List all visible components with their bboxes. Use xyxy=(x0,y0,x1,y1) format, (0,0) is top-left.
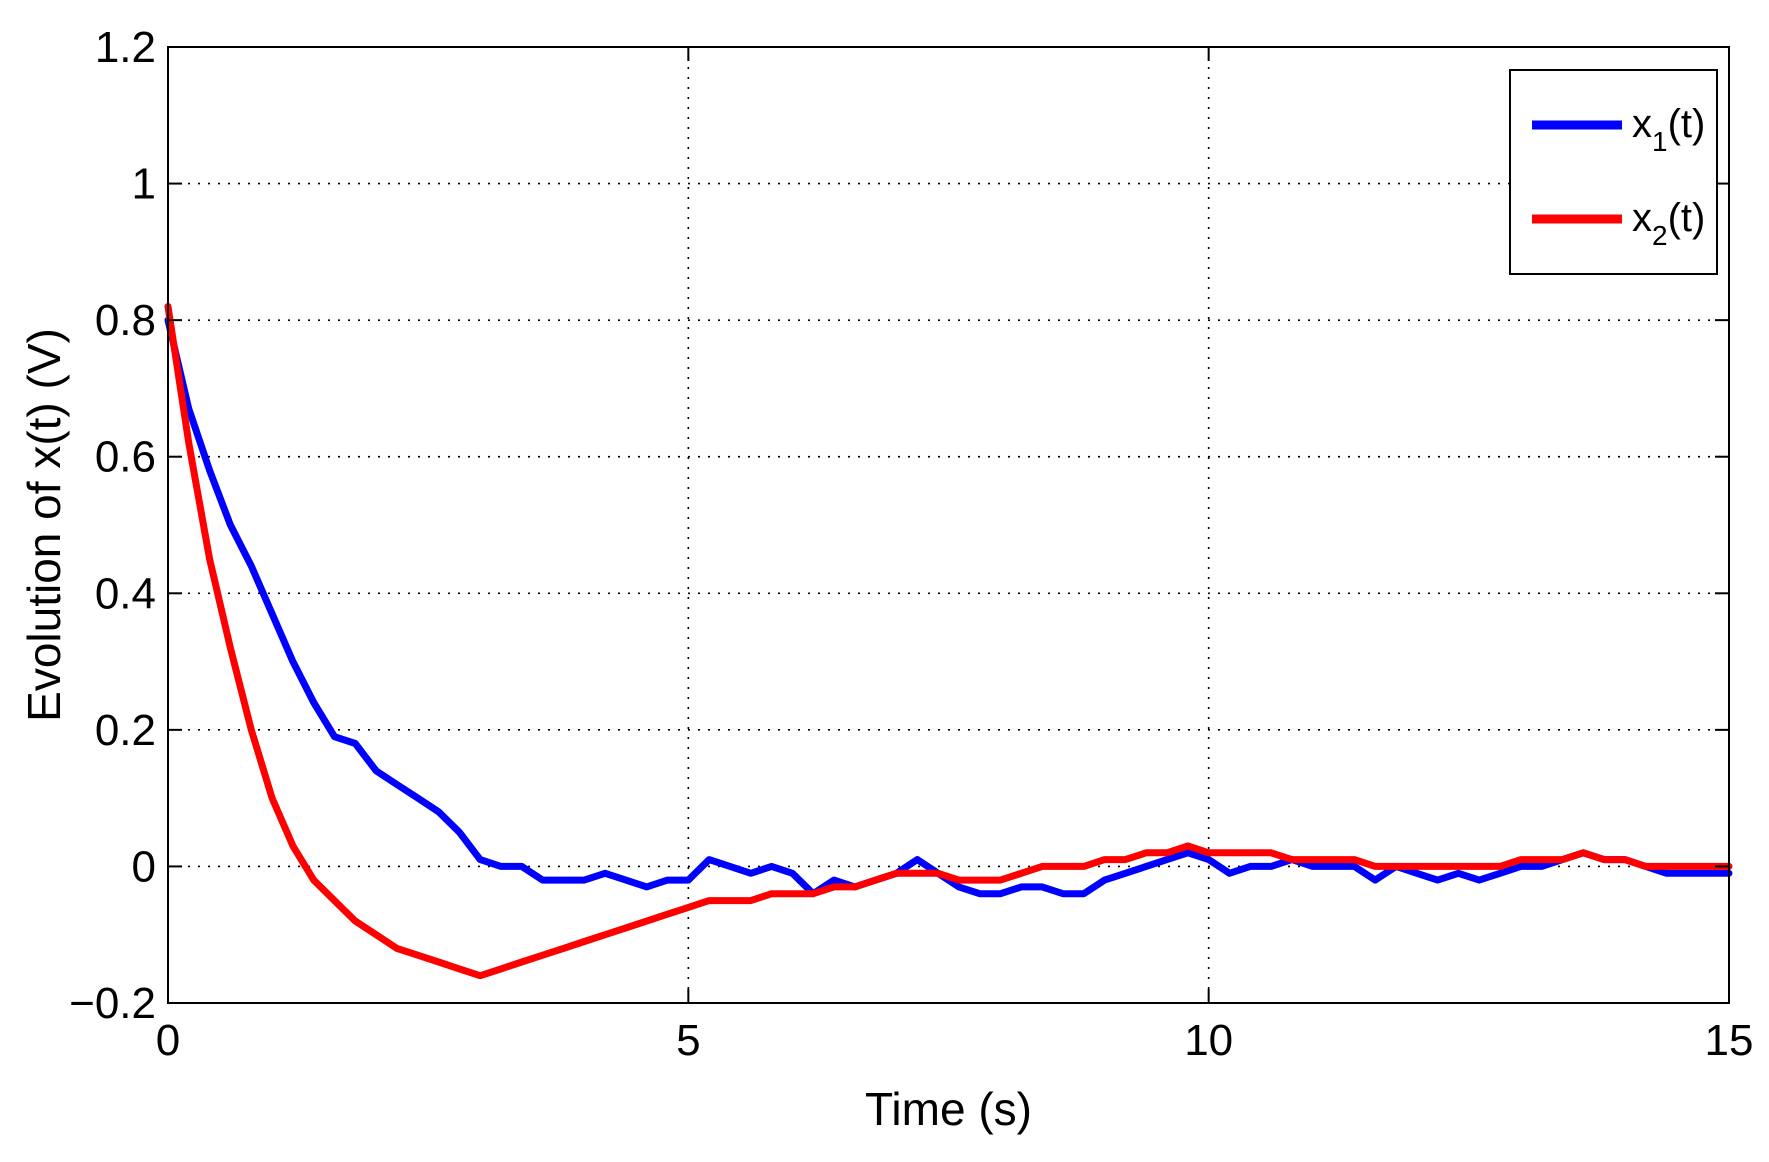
axis-ticks xyxy=(167,46,1730,1004)
plot-background xyxy=(168,47,1729,1003)
tick-labels: 0 5 10 15−0.200.20.40.60.811.2 xyxy=(69,23,1753,1065)
legend: x1(t) x2(t) xyxy=(1509,69,1718,275)
y-tick-label: 0.6 xyxy=(95,433,156,482)
y-tick-label: 0 xyxy=(132,842,156,891)
y-tick-label: 0.2 xyxy=(95,706,156,755)
y-tick-label: 1 xyxy=(132,160,156,209)
y-tick-label: −0.2 xyxy=(69,979,156,1028)
x-tick-label: 5 xyxy=(676,1016,700,1065)
x-tick-label: 0 xyxy=(156,1016,180,1065)
y-tick-label: 0.4 xyxy=(95,569,156,618)
plot-frame xyxy=(167,46,1730,1004)
legend-box xyxy=(1509,69,1718,275)
x-tick-label: 15 xyxy=(1705,1016,1754,1065)
y-tick-label: 0.8 xyxy=(95,296,156,345)
legend-label-1: x1(t) xyxy=(1632,102,1705,157)
y-axis-label: Evolution of x(t) (V) xyxy=(18,328,70,722)
x-axis-label: Time (s) xyxy=(865,1083,1032,1135)
series-layer xyxy=(164,303,1733,980)
x-tick-label: 10 xyxy=(1184,1016,1233,1065)
series-line-2 xyxy=(164,303,1733,980)
legend-label-2: x2(t) xyxy=(1632,196,1705,251)
y-tick-label: 1.2 xyxy=(95,23,156,72)
